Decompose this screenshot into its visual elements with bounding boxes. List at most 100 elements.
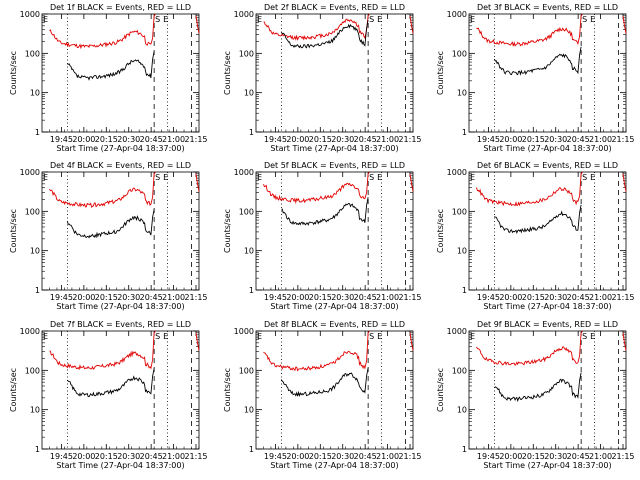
panel-title: Det 3f BLACK = Events, RED = LLD: [477, 3, 618, 12]
x-tick-label: 21:15: [184, 452, 207, 461]
start-marker: S: [582, 173, 587, 182]
y-axis-label: Counts/sec: [436, 51, 445, 95]
lld-series-line: [476, 330, 583, 367]
panel-det-4f: Det 4f BLACK = Events, RED = LLD 1 10 100 10…: [9, 161, 208, 311]
axes-frame: [255, 13, 414, 133]
lld-series-line: [263, 13, 370, 41]
lld-series-tail: [622, 332, 627, 351]
lld-series-line: [263, 330, 370, 372]
y-tick-label: 100: [239, 49, 254, 58]
end-marker: E: [377, 332, 382, 341]
y-tick-label: 1000: [447, 327, 467, 336]
y-tick-label: 100: [239, 207, 254, 216]
x-tick-label: 20:15: [95, 135, 118, 144]
start-marker: S: [582, 15, 587, 24]
x-tick-label: 20:15: [522, 293, 545, 302]
events-series-line: [493, 46, 582, 76]
x-tick-label: 20:00: [72, 293, 95, 302]
end-marker: E: [590, 15, 595, 24]
events-series-line: [494, 372, 582, 403]
panel-title: Det 7f BLACK = Events, RED = LLD: [50, 320, 191, 329]
x-axis-label: Start Time (27-Apr-04 18:37:00): [270, 302, 398, 311]
y-tick-label: 1000: [234, 10, 254, 19]
left-edge-marker: E: [43, 332, 48, 341]
x-tick-label: 20:15: [522, 452, 545, 461]
y-tick-label: 10: [244, 89, 254, 98]
x-tick-label: 21:00: [376, 293, 399, 302]
x-tick-label: 20:30: [331, 293, 354, 302]
x-tick-label: 21:00: [162, 293, 185, 302]
y-tick-label: 1000: [234, 168, 254, 177]
start-marker: S: [369, 332, 374, 341]
x-tick-label: 20:00: [286, 135, 309, 144]
lld-series-tail: [195, 173, 200, 192]
y-tick-label: 1000: [20, 327, 40, 336]
y-tick-label: 10: [457, 247, 467, 256]
y-tick-label: 1: [249, 286, 254, 295]
events-series-line: [281, 197, 369, 226]
lld-series-tail: [409, 15, 414, 34]
axes-frame: [255, 330, 414, 450]
lld-series-tail: [195, 15, 200, 34]
panel-det-7f: Det 7f BLACK = Events, RED = LLD 1 10 100 10…: [9, 320, 208, 470]
x-tick-label: 20:00: [286, 452, 309, 461]
lld-series-tail: [409, 332, 414, 351]
end-marker: E: [163, 332, 168, 341]
x-tick-label: 20:30: [117, 452, 140, 461]
x-axis-label: Start Time (27-Apr-04 18:37:00): [56, 302, 184, 311]
x-tick-label: 20:15: [95, 452, 118, 461]
y-tick-label: 1000: [447, 10, 467, 19]
events-series-line: [281, 20, 369, 49]
end-marker: E: [163, 15, 168, 24]
y-tick-label: 10: [244, 406, 254, 415]
x-tick-label: 20:15: [309, 293, 332, 302]
y-tick-label: 1: [35, 128, 40, 137]
y-tick-label: 10: [457, 406, 467, 415]
x-tick-label: 20:30: [544, 293, 567, 302]
y-axis-label: Counts/sec: [9, 368, 18, 412]
lld-series-line: [49, 330, 156, 371]
y-tick-label: 10: [457, 89, 467, 98]
x-tick-label: 20:30: [331, 452, 354, 461]
x-tick-label: 19:45: [477, 293, 500, 302]
axes-frame: [468, 330, 627, 450]
x-tick-label: 20:45: [140, 135, 163, 144]
x-tick-label: 19:45: [50, 452, 73, 461]
panel-det-2f: Det 2f BLACK = Events, RED = LLD 1 10 100 10…: [223, 3, 422, 153]
x-tick-label: 19:45: [477, 452, 500, 461]
y-tick-label: 10: [30, 89, 40, 98]
panel-title: Det 8f BLACK = Events, RED = LLD: [264, 320, 405, 329]
y-tick-label: 10: [244, 247, 254, 256]
x-tick-label: 20:00: [499, 452, 522, 461]
x-tick-label: 21:15: [398, 452, 421, 461]
y-tick-label: 100: [25, 49, 40, 58]
y-tick-label: 1: [249, 445, 254, 454]
panel-det-8f: Det 8f BLACK = Events, RED = LLD 1 10 100 10…: [223, 320, 422, 470]
x-tick-label: 20:45: [567, 135, 590, 144]
y-axis-label: Counts/sec: [223, 51, 232, 95]
x-tick-label: 20:45: [354, 452, 377, 461]
x-tick-label: 20:45: [567, 293, 590, 302]
x-tick-label: 20:00: [72, 135, 95, 144]
x-axis-label: Start Time (27-Apr-04 18:37:00): [483, 302, 611, 311]
panel-title: Det 5f BLACK = Events, RED = LLD: [264, 161, 405, 170]
x-tick-label: 20:15: [522, 135, 545, 144]
panel-det-5f: Det 5f BLACK = Events, RED = LLD 1 10 100 10…: [223, 161, 422, 311]
x-tick-label: 21:15: [611, 135, 634, 144]
y-tick-label: 10: [30, 247, 40, 256]
y-tick-label: 1000: [447, 168, 467, 177]
left-edge-marker: E: [470, 173, 475, 182]
y-tick-label: 1: [462, 445, 467, 454]
lld-series-line: [263, 171, 370, 205]
axes-frame: [468, 171, 627, 291]
y-tick-label: 1: [35, 286, 40, 295]
lld-series-line: [476, 171, 583, 207]
x-tick-label: 21:00: [589, 135, 612, 144]
x-tick-label: 20:45: [567, 452, 590, 461]
lld-series-tail: [622, 173, 627, 192]
panel-title: Det 4f BLACK = Events, RED = LLD: [50, 161, 191, 170]
x-tick-label: 19:45: [50, 293, 73, 302]
y-axis-label: Counts/sec: [223, 209, 232, 253]
events-series-line: [67, 368, 155, 398]
y-axis-label: Counts/sec: [436, 368, 445, 412]
